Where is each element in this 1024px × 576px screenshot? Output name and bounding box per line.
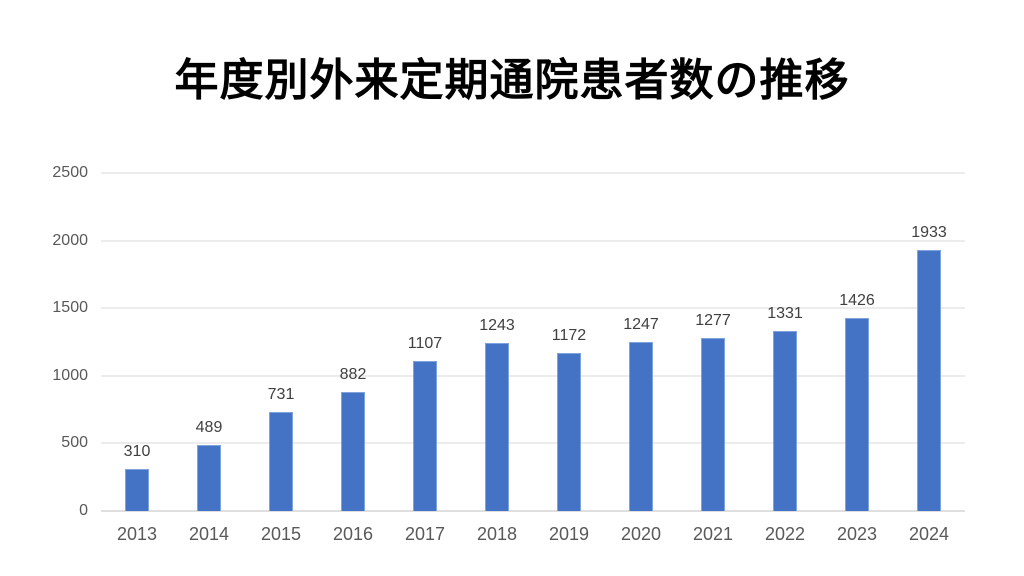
y-tick-label-1000: 1000 — [52, 366, 88, 384]
data-label-2020: 1247 — [623, 316, 659, 334]
y-tick-label-1500: 1500 — [52, 299, 88, 317]
gridline-0 — [101, 510, 965, 512]
bar-2018 — [485, 342, 509, 511]
bar-slot-2014: 489 2014 — [173, 173, 245, 543]
x-tick-label-2021: 2021 — [692, 524, 734, 544]
x-tick-label-2013: 2013 — [116, 524, 158, 544]
bar-2019 — [557, 352, 581, 511]
bar-slot-2023: 1426 2023 — [821, 173, 893, 543]
x-tick-label-2020: 2020 — [620, 524, 662, 544]
bar-2021 — [701, 338, 725, 511]
data-label-2014: 489 — [195, 418, 223, 436]
data-label-2024: 1933 — [911, 223, 947, 241]
bar-slot-2020: 1247 2020 — [605, 173, 677, 543]
chart-title: 年度別外来定期通院患者数の推移 — [174, 56, 850, 105]
bar-2022 — [773, 331, 797, 511]
data-label-2017: 1107 — [407, 335, 443, 353]
bar-2023 — [845, 318, 869, 511]
data-label-2022: 1331 — [767, 305, 803, 323]
x-tick-label-2024: 2024 — [908, 524, 950, 544]
data-label-2016: 882 — [339, 365, 367, 383]
x-tick-label-2016: 2016 — [332, 524, 374, 544]
x-tick-label-2022: 2022 — [764, 524, 806, 544]
gridline-500 — [101, 442, 965, 444]
y-tick-label-0: 0 — [79, 502, 88, 519]
data-label-2013: 310 — [123, 443, 151, 461]
bar-slot-2015: 731 2015 — [245, 173, 317, 543]
gridline-1000 — [101, 375, 965, 377]
plot-area: 0 500 1000 1500 2000 2500 310 2013 489 2014 731 20… — [52, 165, 965, 543]
gridline-1500 — [101, 307, 965, 309]
bar-slot-2017: 1107 2017 — [389, 173, 461, 543]
bar-slot-2019: 1172 2019 — [533, 173, 605, 543]
x-tick-label-2019: 2019 — [548, 524, 590, 544]
gridline-2500 — [101, 172, 965, 174]
bar-2015 — [269, 412, 293, 511]
data-label-2019: 1172 — [551, 326, 587, 344]
data-label-2021: 1277 — [695, 312, 731, 330]
bar-2013 — [125, 469, 149, 511]
bar-slot-2013: 310 2013 — [101, 173, 173, 543]
y-tick-label-2000: 2000 — [52, 231, 88, 249]
bar-2017 — [413, 361, 437, 511]
y-tick-label-2500: 2500 — [52, 164, 88, 181]
bar-2014 — [197, 444, 221, 511]
bar-2024 — [917, 249, 941, 511]
x-tick-label-2017: 2017 — [404, 524, 446, 544]
bar-slot-2022: 1331 2022 — [749, 173, 821, 543]
data-label-2015: 731 — [267, 386, 295, 404]
x-tick-label-2014: 2014 — [188, 524, 230, 544]
bar-slot-2021: 1277 2021 — [677, 173, 749, 543]
x-tick-label-2015: 2015 — [260, 524, 302, 544]
bars-container: 310 2013 489 2014 731 2015 882 2016 1107 2017 1243… — [101, 173, 965, 543]
data-label-2023: 1426 — [839, 292, 875, 310]
bar-slot-2024: 1933 2024 — [893, 173, 965, 543]
y-tick-label-500: 500 — [61, 434, 88, 452]
bar-slot-2018: 1243 2018 — [461, 173, 533, 543]
x-tick-label-2018: 2018 — [476, 524, 518, 544]
x-tick-label-2023: 2023 — [836, 524, 878, 544]
data-label-2018: 1243 — [479, 316, 515, 334]
bar-2020 — [629, 342, 653, 511]
bar-2016 — [341, 391, 365, 511]
gridline-2000 — [101, 240, 965, 242]
bar-slot-2016: 882 2016 — [317, 173, 389, 543]
